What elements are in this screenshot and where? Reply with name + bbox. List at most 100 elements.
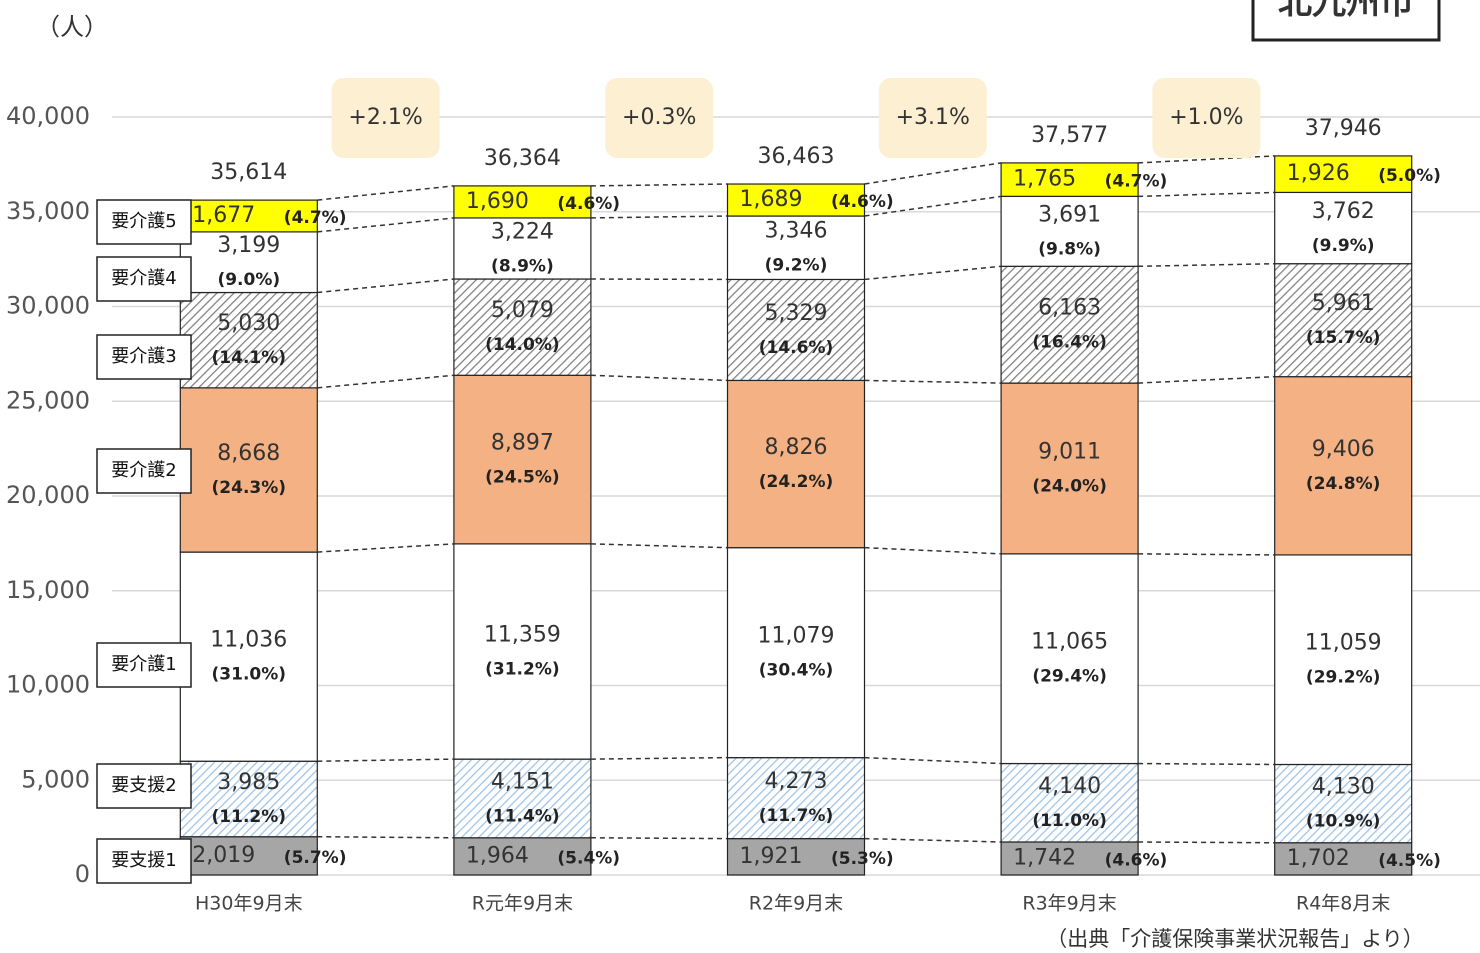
bar-segment: [726, 183, 866, 217]
bar-segment: [1274, 763, 1413, 844]
share-label: (10.9%): [1306, 812, 1381, 832]
x-tick-label: R3年9月末: [1022, 893, 1116, 915]
y-tick-label: 15,000: [6, 576, 90, 604]
legend-box: [96, 334, 192, 380]
y-tick-label: 5,000: [21, 765, 90, 793]
value-label: 4,151: [491, 769, 554, 794]
bar-segment: [1000, 841, 1139, 876]
share-label: (11.7%): [759, 806, 834, 826]
value-label: 5,961: [1312, 291, 1375, 316]
x-tick-label: H30年9月末: [195, 893, 303, 915]
connector: [1138, 841, 1275, 844]
value-label: 5,030: [217, 311, 280, 336]
growth-label: +2.1%: [348, 105, 422, 130]
connector: [864, 546, 1002, 555]
y-tick-label: 30,000: [6, 292, 90, 320]
bar-segment: [1274, 155, 1413, 194]
growth-box: [605, 78, 714, 158]
share-label: (11.4%): [485, 806, 560, 826]
value-label: 5,079: [491, 298, 554, 323]
region-label: 北九州市: [1278, 0, 1414, 23]
growth-box: [331, 78, 440, 158]
y-tick-label: 10,000: [6, 671, 90, 699]
total-label: 36,364: [484, 146, 561, 171]
bar-segment: [1274, 376, 1413, 556]
y-tick-label: 35,000: [6, 197, 90, 225]
share-label: (5.3%): [831, 849, 894, 869]
bar-segment: [179, 836, 318, 876]
value-label: 8,897: [491, 431, 554, 456]
value-label: 3,985: [217, 770, 280, 795]
share-label: (14.6%): [759, 338, 834, 358]
connector: [590, 215, 728, 219]
legend-box: [96, 763, 192, 809]
connector: [864, 162, 1002, 185]
bar-segment: [179, 291, 318, 389]
growth-label: +0.3%: [622, 105, 696, 130]
legend-box: [96, 448, 192, 494]
bar-segment: [1000, 382, 1139, 555]
bar-segment: [179, 760, 318, 838]
share-label: (14.0%): [485, 335, 560, 355]
legend-box: [96, 199, 192, 245]
bar-segment: [1000, 265, 1139, 384]
share-label: (29.2%): [1306, 668, 1381, 688]
connector: [1138, 191, 1275, 198]
legend-label: 要介護2: [111, 460, 176, 481]
total-label: 36,463: [758, 144, 835, 169]
share-label: (14.1%): [212, 348, 287, 368]
bar-segment: [179, 387, 318, 553]
bar-segment: [453, 543, 592, 760]
share-label: (15.7%): [1306, 328, 1381, 348]
share-label: (9.8%): [1038, 239, 1101, 259]
share-label: (24.0%): [1032, 476, 1107, 496]
connector: [317, 278, 454, 294]
y-tick-label: 25,000: [6, 386, 90, 414]
share-label: (4.7%): [1105, 172, 1168, 192]
value-label: 1,921: [740, 844, 803, 869]
bar-segment: [453, 837, 592, 876]
bar-segment: [1000, 195, 1139, 267]
connector: [864, 379, 1002, 384]
value-label: 4,273: [765, 769, 828, 794]
value-label: 11,079: [758, 624, 835, 649]
bar-segment: [179, 199, 318, 233]
connector: [864, 756, 1002, 765]
share-label: (4.6%): [1105, 850, 1168, 870]
total-label: 37,577: [1031, 123, 1108, 148]
connector: [317, 835, 454, 839]
value-label: 2,019: [192, 843, 255, 868]
connector: [590, 756, 728, 760]
value-label: 8,826: [765, 435, 828, 460]
bar-segment: [1274, 263, 1413, 378]
share-label: (9.9%): [1312, 236, 1375, 256]
bar-segment: [179, 231, 318, 294]
value-label: 11,359: [484, 622, 561, 647]
value-label: 8,668: [217, 441, 280, 466]
y-tick-label: 20,000: [6, 481, 90, 509]
share-label: (30.4%): [759, 661, 834, 681]
connector: [590, 374, 728, 382]
bar-segment: [1274, 554, 1413, 766]
connector: [864, 837, 1002, 843]
connector: [317, 185, 454, 201]
share-label: (24.2%): [759, 472, 834, 492]
value-label: 6,163: [1038, 296, 1101, 321]
share-label: (11.0%): [1032, 811, 1107, 831]
connector: [1138, 375, 1275, 384]
connector: [1138, 762, 1275, 766]
share-label: (4.6%): [557, 194, 620, 214]
growth-label: +3.1%: [896, 105, 970, 130]
connector: [317, 374, 454, 389]
x-tick-label: R元年9月末: [472, 893, 573, 915]
value-label: 1,689: [740, 187, 803, 212]
value-label: 11,065: [1031, 630, 1108, 655]
share-label: (5.7%): [284, 848, 347, 868]
value-label: 1,677: [192, 203, 255, 228]
legend-box: [96, 642, 192, 688]
bar-segment: [453, 758, 592, 839]
growth-box: [878, 78, 987, 158]
connector: [317, 543, 454, 553]
connector: [864, 265, 1002, 281]
